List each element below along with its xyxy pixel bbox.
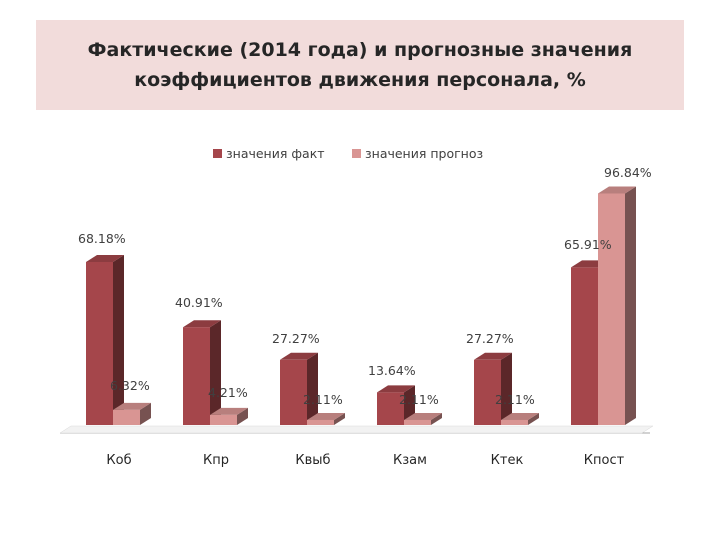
bar-forecast-2 — [210, 407, 248, 425]
chart-title-box: Фактические (2014 года) и прогнозные зна… — [36, 20, 684, 110]
chart-floor — [59, 425, 654, 434]
data-label-forecast-2: 4.21% — [208, 385, 248, 400]
data-label-fact-5: 27.27% — [466, 331, 514, 346]
data-label-fact-1: 68.18% — [78, 231, 126, 246]
x-tick-label-3: Квыб — [295, 453, 330, 468]
x-tick-label-2: Кпр — [203, 453, 229, 468]
chart-title-line-1: Фактические (2014 года) и прогнозные зна… — [87, 39, 633, 61]
legend-label-forecast: значения прогноз — [365, 146, 483, 161]
bar-fact-5 — [474, 352, 512, 425]
bar-fact-3 — [280, 352, 318, 425]
data-label-fact-6: 65.91% — [564, 237, 612, 252]
x-tick-label-6: Кпост — [584, 453, 625, 468]
x-tick-label-1: Коб — [106, 453, 131, 468]
data-label-forecast-1: 6.32% — [110, 378, 150, 393]
data-label-fact-3: 27.27% — [272, 331, 320, 346]
legend-swatch-forecast — [352, 149, 361, 158]
bar-fact-2 — [183, 320, 221, 425]
x-tick-label-5: Ктек — [491, 453, 524, 468]
data-label-forecast-4: 2.11% — [399, 392, 439, 407]
bar-forecast-5 — [501, 412, 539, 425]
chart-title-line-2: коэффициентов движения персонала, % — [134, 69, 586, 91]
x-tick-label-4: Кзам — [393, 453, 427, 468]
data-label-forecast-6: 96.84% — [604, 165, 652, 180]
data-label-forecast-3: 2.11% — [303, 392, 343, 407]
legend-label-fact: значения факт — [226, 146, 325, 161]
bar-forecast-1 — [113, 402, 151, 425]
data-label-fact-2: 40.91% — [175, 295, 223, 310]
bar-fact-1 — [86, 255, 124, 425]
bar-forecast-3 — [307, 412, 345, 425]
data-label-fact-4: 13.64% — [368, 363, 416, 378]
legend-swatch-fact — [213, 149, 222, 158]
bar-forecast-4 — [404, 412, 442, 425]
bar-forecast-6 — [598, 186, 636, 425]
data-label-forecast-5: 2.11% — [495, 392, 535, 407]
